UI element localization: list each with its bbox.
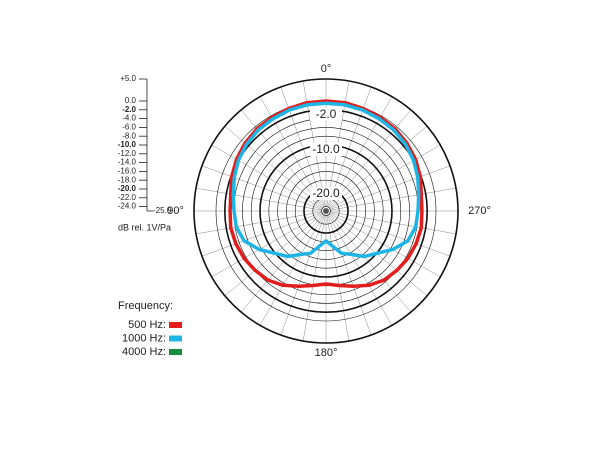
- ring-label: -10.0: [312, 142, 340, 156]
- angle-label: 180°: [315, 347, 338, 359]
- spoke: [224, 213, 323, 297]
- legend-label: 500 Hz:: [128, 319, 166, 331]
- spoke: [240, 214, 324, 313]
- scale-label: -16.0: [118, 167, 137, 176]
- spoke: [329, 144, 441, 210]
- spoke: [302, 215, 326, 342]
- spoke: [240, 109, 324, 208]
- legend-swatch: [169, 335, 182, 342]
- scale-label: -6.0: [122, 123, 136, 132]
- scale-label: -24.0: [118, 202, 137, 211]
- spoke: [195, 211, 322, 235]
- spoke: [329, 125, 428, 209]
- angle-label: 90°: [167, 205, 184, 217]
- spoke: [201, 212, 322, 257]
- scale-label: 0.0: [125, 96, 137, 105]
- scale-label: +5.0: [120, 74, 136, 83]
- spoke: [280, 215, 325, 336]
- spoke: [328, 214, 412, 313]
- scale-label: -8.0: [122, 131, 136, 140]
- spoke: [330, 211, 457, 235]
- ring-label: -20.0: [312, 186, 340, 200]
- scale-label: -2.0: [122, 105, 136, 114]
- spoke: [326, 215, 350, 342]
- spoke: [327, 215, 372, 336]
- series-line: [231, 101, 421, 259]
- spoke: [201, 165, 322, 210]
- legend-label: 4000 Hz:: [122, 346, 166, 358]
- spoke: [211, 212, 323, 278]
- scale-label: -22.0: [118, 193, 137, 202]
- legend-label: 1000 Hz:: [122, 332, 166, 344]
- scale-label: -18.0: [118, 175, 137, 184]
- ring-label-bg: [310, 187, 342, 200]
- ring-label-bg: [310, 143, 342, 156]
- ring-label-bg: [310, 107, 342, 121]
- spoke: [327, 214, 393, 326]
- scale-label: -12.0: [118, 149, 137, 158]
- spoke: [329, 213, 428, 297]
- spoke: [224, 125, 323, 209]
- ring-label: -2.0: [316, 107, 337, 121]
- ring: [277, 162, 375, 260]
- ring: [193, 78, 459, 344]
- center: [323, 208, 329, 214]
- angle-label: 0°: [321, 63, 332, 75]
- scale-label: -10.0: [118, 140, 137, 149]
- ring: [321, 206, 331, 216]
- spoke: [259, 214, 325, 326]
- legend-swatch: [169, 322, 182, 328]
- ring: [250, 135, 402, 287]
- axis-label: dB rel. 1V/Pa: [118, 222, 171, 232]
- series-line: [228, 99, 424, 289]
- scale-label: -4.0: [122, 114, 136, 123]
- spoke: [330, 212, 451, 257]
- spoke: [328, 109, 412, 208]
- legend-swatch: [169, 349, 182, 355]
- angle-label: 270°: [468, 205, 491, 217]
- spoke: [330, 165, 451, 210]
- scale-label: -20.0: [118, 184, 137, 193]
- scale-label: -25.0: [153, 206, 172, 215]
- spoke: [195, 187, 322, 211]
- spoke: [329, 212, 441, 278]
- legend-title: Frequency:: [118, 300, 173, 312]
- ring: [242, 127, 410, 295]
- ring: [286, 171, 366, 251]
- scale-label: -14.0: [118, 158, 137, 167]
- spoke: [211, 144, 323, 210]
- spoke: [330, 187, 457, 211]
